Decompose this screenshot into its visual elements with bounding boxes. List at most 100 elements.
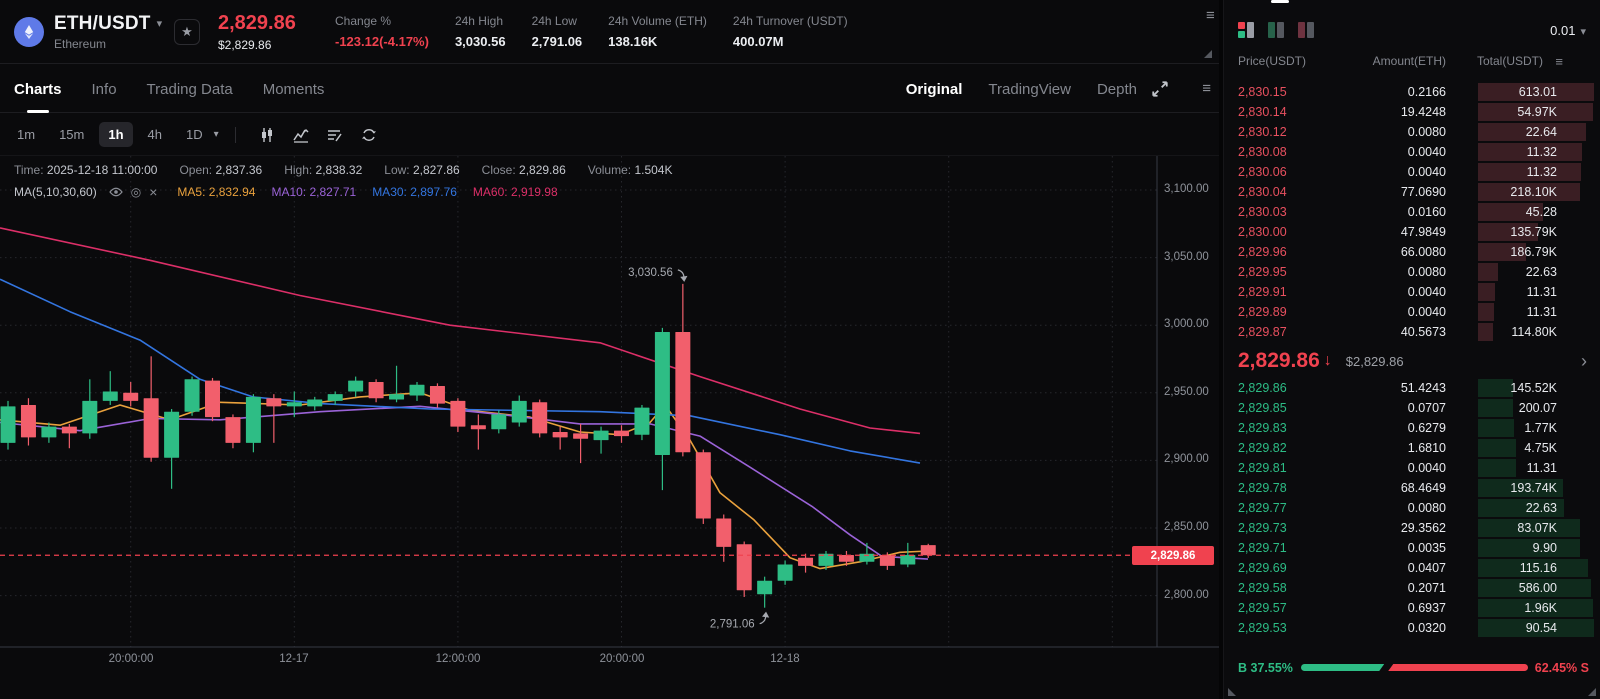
ask-total: 186.79K <box>1510 245 1557 259</box>
chevron-right-icon[interactable]: › <box>1581 350 1587 371</box>
ticker-menu-icon[interactable]: ≡ <box>1206 7 1215 24</box>
fullscreen-button[interactable] <box>1151 80 1169 98</box>
ask-row[interactable]: 2,829.91 0.0040 11.31 <box>1224 282 1600 302</box>
bid-row[interactable]: 2,829.86 51.4243 145.52K <box>1224 378 1600 398</box>
ask-row[interactable]: 2,829.89 0.0040 11.31 <box>1224 302 1600 322</box>
compare-button[interactable] <box>360 126 378 144</box>
tab-info[interactable]: Info <box>91 80 117 98</box>
y-tick-label: 3,100.00 <box>1164 183 1209 195</box>
ask-row[interactable]: 2,830.04 77.0690 218.10K <box>1224 182 1600 202</box>
ask-row[interactable]: 2,830.14 19.4248 54.97K <box>1224 102 1600 122</box>
bid-row[interactable]: 2,829.82 1.6810 4.75K <box>1224 438 1600 458</box>
ask-row[interactable]: 2,830.12 0.0080 22.64 <box>1224 122 1600 142</box>
tab-charts[interactable]: Charts <box>14 65 62 113</box>
chart-menu-icon[interactable]: ≡ <box>1202 80 1211 97</box>
ask-row[interactable]: 2,830.00 47.9849 135.79K <box>1224 222 1600 242</box>
bid-row[interactable]: 2,829.53 0.0320 90.54 <box>1224 618 1600 638</box>
bid-row[interactable]: 2,829.85 0.0707 200.07 <box>1224 398 1600 418</box>
depth-bar <box>1478 379 1513 397</box>
ma-value: MA30: 2,897.76 <box>372 185 457 199</box>
ask-row[interactable]: 2,830.15 0.2166 613.01 <box>1224 82 1600 102</box>
symbol-block[interactable]: ETH/USDT ▾ Ethereum <box>54 13 172 51</box>
info-label: Low: <box>384 163 413 177</box>
timeframe-1h[interactable]: 1h <box>99 122 133 147</box>
depth-bar <box>1478 203 1543 221</box>
bid-row[interactable]: 2,829.58 0.2071 586.00 <box>1224 578 1600 598</box>
precision-selector[interactable]: 0.01 ▾ <box>1550 23 1586 38</box>
buy-ratio-bar <box>1301 664 1384 671</box>
ask-row[interactable]: 2,829.96 66.0080 186.79K <box>1224 242 1600 262</box>
ma-value: MA5: 2,832.94 <box>177 185 256 199</box>
depth-bar <box>1478 303 1494 321</box>
bid-row[interactable]: 2,829.69 0.0407 115.16 <box>1224 558 1600 578</box>
view-original[interactable]: Original <box>905 80 963 98</box>
candle-body <box>470 425 486 430</box>
book-layout-both-icon[interactable] <box>1238 22 1255 38</box>
candlestick-chart[interactable]: 3,030.56 2,791.06 <box>0 156 1219 699</box>
col-price: Price(USDT) <box>1238 54 1306 68</box>
book-layout-asks-icon[interactable] <box>1298 22 1315 38</box>
info-value: 2,837.36 <box>215 163 263 177</box>
bid-row[interactable]: 2,829.57 0.6937 1.96K <box>1224 598 1600 618</box>
bid-total: 200.07 <box>1518 401 1557 415</box>
indicator-settings-button[interactable] <box>326 126 344 144</box>
chart-area[interactable]: 3,030.56 2,791.06 Time: 2025-12-18 11:00:… <box>0 156 1219 699</box>
buy-label: B <box>1238 661 1248 675</box>
bid-row[interactable]: 2,829.81 0.0040 11.31 <box>1224 458 1600 478</box>
timeframe-1d[interactable]: 1D <box>186 127 203 142</box>
bid-row[interactable]: 2,829.78 68.4649 193.74K <box>1224 478 1600 498</box>
stat-label: Change % <box>335 14 392 28</box>
info-label: Time: <box>14 163 47 177</box>
ask-total: 11.32 <box>1526 145 1557 159</box>
bid-row[interactable]: 2,829.71 0.0035 9.90 <box>1224 538 1600 558</box>
bid-row[interactable]: 2,829.73 29.3562 83.07K <box>1224 518 1600 538</box>
ask-row[interactable]: 2,829.87 40.5673 114.80K <box>1224 322 1600 342</box>
ask-row[interactable]: 2,830.06 0.0040 11.32 <box>1224 162 1600 182</box>
ask-row[interactable]: 2,830.03 0.0160 45.28 <box>1224 202 1600 222</box>
eye-icon[interactable] <box>108 187 123 197</box>
depth-bar <box>1478 619 1594 637</box>
ma-values: MA5: 2,832.94 MA10: 2,827.71 MA30: 2,897.7… <box>161 185 557 199</box>
depth-bar <box>1478 123 1586 141</box>
timeframe-1m[interactable]: 1m <box>17 127 36 142</box>
ask-total: 22.64 <box>1525 125 1557 139</box>
resize-handle-icon[interactable] <box>1228 688 1236 696</box>
chevron-down-icon[interactable]: ▾ <box>156 18 163 30</box>
favorite-button[interactable]: ★ <box>174 18 200 45</box>
target-icon[interactable]: ◎ <box>130 185 142 199</box>
bid-price: 2,829.85 <box>1238 401 1287 415</box>
candle-body <box>409 384 425 396</box>
candlestick-type-button[interactable] <box>258 126 276 144</box>
bid-row[interactable]: 2,829.77 0.0080 22.63 <box>1224 498 1600 518</box>
book-layout-bids-icon[interactable] <box>1268 22 1285 38</box>
timeframe-4h[interactable]: 4h <box>147 127 162 142</box>
ask-amount: 19.4248 <box>1400 105 1446 119</box>
view-depth[interactable]: Depth <box>1096 80 1137 98</box>
candle-body <box>348 380 364 392</box>
tab-moments[interactable]: Moments <box>262 80 325 98</box>
close-icon[interactable]: × <box>149 184 158 200</box>
indicators-button[interactable] <box>292 126 310 144</box>
ask-price: 2,830.12 <box>1238 125 1287 139</box>
timeframe-15m[interactable]: 15m <box>59 127 85 142</box>
timeframe-caret-icon[interactable]: ▾ <box>213 129 219 140</box>
bid-price: 2,829.53 <box>1238 621 1287 635</box>
view-tradingview[interactable]: TradingView <box>988 80 1071 98</box>
info-value: 2,829.86 <box>519 163 566 177</box>
ask-amount: 40.5673 <box>1400 325 1446 339</box>
tab-trading-data[interactable]: Trading Data <box>146 80 233 98</box>
orderbook-mid-row[interactable]: 2,829.86 ↓ $2,829.86 › <box>1224 344 1600 378</box>
resize-handle-icon[interactable] <box>1204 50 1212 58</box>
ask-total: 11.31 <box>1526 305 1557 319</box>
total-display-icon[interactable]: ≡ <box>1555 54 1563 69</box>
candle-body <box>532 402 548 434</box>
ask-row[interactable]: 2,829.95 0.0080 22.63 <box>1224 262 1600 282</box>
bid-row[interactable]: 2,829.83 0.6279 1.77K <box>1224 418 1600 438</box>
ask-row[interactable]: 2,830.08 0.0040 11.32 <box>1224 142 1600 162</box>
price-block: 2,829.86 $2,829.86 <box>218 12 323 52</box>
resize-handle-icon[interactable] <box>1588 688 1596 696</box>
ask-total: 45.28 <box>1525 205 1557 219</box>
candle-body <box>143 398 159 458</box>
pair-symbol[interactable]: ETH/USDT <box>54 12 151 34</box>
candle-body <box>757 580 773 595</box>
